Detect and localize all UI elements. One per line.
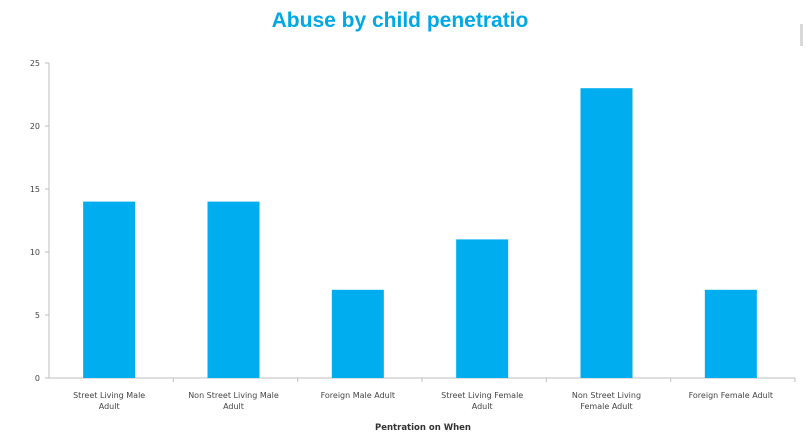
bar[interactable]	[207, 201, 260, 378]
bars	[83, 88, 757, 378]
y-tick-label: 15	[30, 185, 40, 194]
x-tick-label: Non Street Living Male Adult	[188, 391, 279, 411]
x-tick-label: Street Living Male Adult	[73, 391, 145, 411]
y-axis: 0 5 10 15 20 25	[30, 59, 50, 383]
bar[interactable]	[456, 239, 509, 378]
x-tick-label: Foreign Male Adult	[321, 391, 396, 400]
x-tick-label: Foreign Female Adult	[689, 391, 773, 400]
category-labels: Street Living Male Adult Non Street Living…	[73, 391, 773, 411]
y-tick-label: 5	[35, 311, 40, 320]
x-tick-label: Non Street Living Female Adult	[572, 391, 641, 411]
y-tick-label: 10	[30, 248, 40, 257]
bar[interactable]	[83, 201, 136, 378]
bar[interactable]	[580, 88, 633, 378]
bar[interactable]	[704, 289, 757, 378]
x-tick-label: Street Living Female Adult	[441, 391, 523, 411]
scroll-indicator[interactable]	[800, 24, 803, 46]
y-tick-label: 0	[35, 374, 40, 383]
y-tick-label: 20	[30, 122, 40, 131]
bar[interactable]	[331, 289, 384, 378]
y-tick-label: 25	[30, 59, 40, 68]
x-axis-title: Pentration on When	[375, 423, 471, 433]
x-axis	[49, 377, 796, 382]
chart-title: Abuse by child penetratio	[272, 9, 529, 32]
